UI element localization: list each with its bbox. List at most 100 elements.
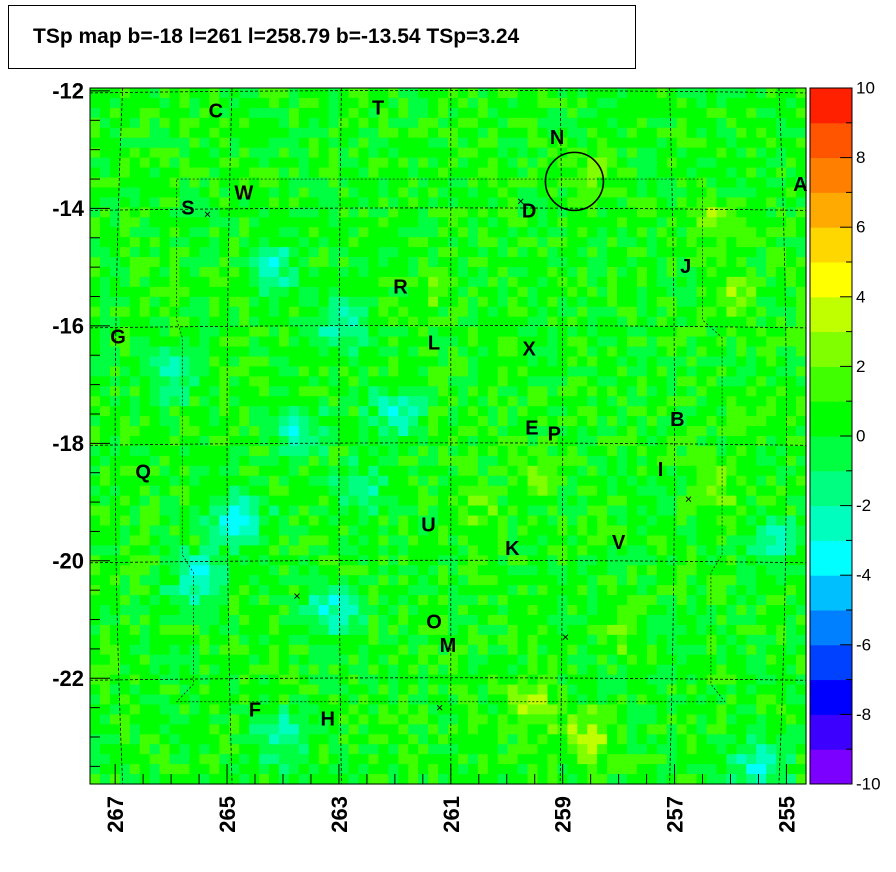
heatmap-cell [239, 157, 250, 169]
heatmap-cell [517, 714, 529, 725]
heatmap-cell [786, 187, 797, 198]
heatmap-cell [587, 734, 598, 745]
heatmap-cell [696, 674, 708, 686]
heatmap-cell [527, 366, 539, 377]
heatmap-cell [696, 764, 708, 775]
heatmap-cell [219, 694, 230, 706]
heatmap-cell [328, 406, 340, 417]
heatmap-cell [736, 436, 747, 447]
heatmap-cell [259, 88, 270, 99]
heatmap-cell [408, 724, 419, 735]
heatmap-cell [119, 88, 131, 99]
heatmap-cell [408, 366, 419, 377]
heatmap-cell [477, 644, 489, 656]
heatmap-cell [457, 416, 469, 427]
heatmap-cell [636, 734, 648, 745]
heatmap-cell [99, 356, 111, 367]
heatmap-cell [418, 445, 429, 457]
heatmap-cell [209, 296, 220, 308]
heatmap-cell [487, 495, 499, 507]
heatmap-cell [249, 356, 260, 367]
heatmap-cell [448, 177, 459, 189]
heatmap-cell [597, 97, 608, 109]
heatmap-cell [607, 644, 618, 656]
heatmap-cell [428, 455, 439, 467]
heatmap-cell [796, 237, 807, 248]
heatmap-cell [587, 684, 598, 696]
heatmap-cell [746, 505, 757, 517]
heatmap-cell [507, 535, 519, 546]
heatmap-cell [597, 366, 608, 377]
heatmap-cell [189, 416, 200, 427]
heatmap-cell [567, 515, 578, 527]
heatmap-cell [398, 356, 409, 367]
heatmap-cell [467, 505, 479, 517]
heatmap-cell [298, 356, 310, 367]
heatmap-cell [507, 217, 519, 228]
heatmap-cell [756, 465, 767, 477]
heatmap-cell [129, 724, 141, 735]
heatmap-cell [607, 127, 618, 139]
heatmap-cell [676, 764, 688, 775]
heatmap-cell [776, 187, 787, 198]
heatmap-cell [318, 296, 330, 308]
heatmap-cell [199, 555, 210, 566]
heatmap-cell [159, 336, 171, 348]
heatmap-cell [298, 157, 310, 169]
heatmap-cell [109, 396, 121, 407]
heatmap-cell [418, 296, 429, 308]
heatmap-cell [736, 634, 747, 646]
heatmap-cell [189, 107, 200, 119]
heatmap-cell [318, 585, 330, 596]
heatmap-cell [348, 585, 360, 596]
heatmap-cell [477, 127, 489, 139]
heatmap-cell [149, 426, 161, 437]
heatmap-cell [298, 276, 310, 288]
heatmap-cell [269, 97, 280, 109]
heatmap-cell [557, 137, 568, 149]
heatmap-cell [438, 495, 449, 507]
heatmap-cell [448, 585, 459, 596]
heatmap-cell [716, 684, 728, 696]
heatmap-cell [219, 555, 230, 566]
heatmap-cell [109, 227, 121, 238]
heatmap-cell [786, 664, 797, 676]
heatmap-cell [139, 455, 151, 467]
heatmap-cell [308, 406, 320, 417]
heatmap-cell [179, 684, 191, 696]
heatmap-cell [587, 326, 598, 338]
heatmap-cell [169, 296, 181, 308]
heatmap-cell [766, 764, 777, 775]
heatmap-cell [726, 286, 737, 298]
heatmap-cell [776, 326, 787, 338]
heatmap-cell [269, 117, 280, 129]
heatmap-cell [497, 137, 509, 149]
heatmap-cell [278, 217, 290, 228]
heatmap-cell [497, 296, 509, 308]
heatmap-cell [149, 416, 161, 427]
heatmap-cell [219, 386, 230, 397]
heatmap-cell [438, 217, 449, 228]
heatmap-cell [517, 257, 529, 268]
heatmap-cell [607, 455, 618, 467]
heatmap-cell [577, 674, 588, 686]
heatmap-cell [418, 684, 429, 696]
heatmap-cell [408, 664, 419, 676]
heatmap-cell [348, 644, 360, 656]
heatmap-cell [597, 674, 608, 686]
heatmap-cell [766, 436, 777, 447]
heatmap-cell [607, 535, 618, 546]
heatmap-cell [179, 296, 191, 308]
heatmap-cell [308, 187, 320, 198]
heatmap-cell [676, 137, 688, 149]
heatmap-cell [776, 416, 787, 427]
heatmap-cell [756, 266, 767, 278]
heatmap-cell [368, 88, 379, 99]
heatmap-cell [418, 266, 429, 278]
heatmap-cell [209, 276, 220, 288]
heatmap-cell [726, 326, 737, 338]
heatmap-cell [776, 426, 787, 437]
heatmap-cell [338, 605, 350, 616]
heatmap-cell [656, 605, 668, 616]
heatmap-cell [119, 714, 131, 725]
